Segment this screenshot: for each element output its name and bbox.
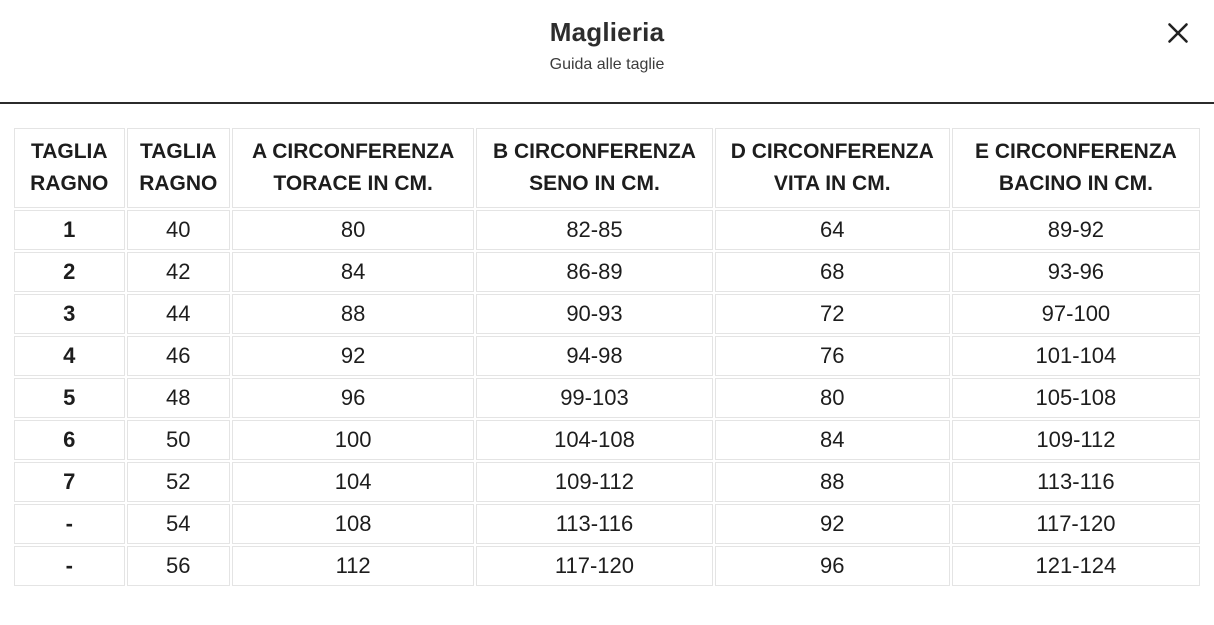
table-cell: 104 [232, 462, 475, 502]
table-row: 5 48 96 99-103 80 105-108 [14, 378, 1200, 418]
header-line: SENO IN CM. [529, 172, 660, 195]
table-cell: 112 [232, 546, 475, 586]
table-cell: 109-112 [476, 462, 713, 502]
modal-subtitle: Guida alle taglie [549, 56, 665, 73]
table-cell: 86-89 [476, 252, 713, 292]
header-line: TAGLIA [30, 140, 108, 163]
table-cell: 99-103 [476, 378, 713, 418]
table-cell: 100 [232, 420, 475, 460]
column-header-vita: D CIRCONFERENZA VITA IN CM. [714, 128, 950, 208]
close-icon [1168, 23, 1188, 43]
size-guide-modal: Maglieria Guida alle taglie TAGLIA [0, 0, 1214, 588]
table-row: 6 50 100 104-108 84 109-112 [14, 420, 1200, 460]
table-cell: 2 [14, 252, 125, 292]
table-row: -54 108 113-116 92 117-120 [14, 504, 1200, 544]
header-line: D CIRCONFERENZA [730, 140, 934, 163]
column-header-taglia-1: TAGLIA RAGNO [14, 128, 125, 208]
header-line: RAGNO [139, 172, 218, 195]
table-cell: 64 [714, 210, 950, 250]
header-line: RAGNO [30, 172, 109, 195]
column-header-taglia-2: TAGLIA RAGNO [126, 128, 231, 208]
table-cell: 46 [126, 336, 231, 376]
table-cell: 1 [14, 210, 125, 250]
column-header-bacino: E CIRCONFERENZA BACINO IN CM. [951, 128, 1200, 208]
table-cell: 4 [14, 336, 125, 376]
table-cell: 113-116 [476, 504, 713, 544]
table-row: 3 44 88 90-93 72 97-100 [14, 294, 1200, 334]
table-cell: 92 [232, 336, 475, 376]
table-cell: 80 [232, 210, 475, 250]
table-cell: 113-116 [951, 462, 1200, 502]
table-cell: 88 [714, 462, 950, 502]
table-cell: 6 [14, 420, 125, 460]
table-cell: 89-92 [951, 210, 1200, 250]
table-cell: 48 [126, 378, 231, 418]
table-cell: 56 [126, 546, 231, 586]
table-cell: 52 [126, 462, 231, 502]
table-cell: 93-96 [951, 252, 1200, 292]
table-cell: 90-93 [476, 294, 713, 334]
table-cell: 82-85 [476, 210, 713, 250]
table-cell: 96 [232, 378, 475, 418]
header-line: A CIRCONFERENZA [252, 140, 455, 163]
column-header-seno: B CIRCONFERENZA SENO IN CM. [476, 128, 713, 208]
table-cell: 88 [232, 294, 475, 334]
table-cell: 5 [14, 378, 125, 418]
table-row: 1 40 80 82-85 64 89-92 [14, 210, 1200, 250]
table-cell: 92 [714, 504, 950, 544]
table-cell: 96 [714, 546, 950, 586]
table-cell: 94-98 [476, 336, 713, 376]
table-cell: 105-108 [951, 378, 1200, 418]
table-cell: 72 [714, 294, 950, 334]
header-line: E CIRCONFERENZA [974, 140, 1177, 163]
table-cell: 101-104 [951, 336, 1200, 376]
table-cell: 121-124 [951, 546, 1200, 586]
header-line: BACINO IN CM. [998, 172, 1153, 195]
size-guide-table: TAGLIA RAGNO TAGLIA RAGNO A CIRCONFERENZ… [12, 126, 1202, 588]
table-cell: 109-112 [951, 420, 1200, 460]
close-button[interactable] [1162, 17, 1194, 49]
table-cell: 80 [714, 378, 950, 418]
table-row: 4 46 92 94-98 76 101-104 [14, 336, 1200, 376]
header-line: TORACE IN CM. [273, 172, 433, 195]
table-cell: 76 [714, 336, 950, 376]
table-cell: 3 [14, 294, 125, 334]
table-cell: 7 [14, 462, 125, 502]
header-line: VITA IN CM. [773, 172, 891, 195]
header-line: B CIRCONFERENZA [492, 140, 696, 163]
table-cell: 50 [126, 420, 231, 460]
table-cell: 84 [714, 420, 950, 460]
table-cell: 42 [126, 252, 231, 292]
table-cell: 68 [714, 252, 950, 292]
table-cell: 117-120 [951, 504, 1200, 544]
table-cell: 104-108 [476, 420, 713, 460]
modal-title: Maglieria [549, 17, 665, 47]
table-cell: 40 [126, 210, 231, 250]
table-cell: - [14, 546, 125, 586]
table-header-row: TAGLIA RAGNO TAGLIA RAGNO A CIRCONFERENZ… [14, 128, 1200, 208]
column-header-torace: A CIRCONFERENZA TORACE IN CM. [232, 128, 475, 208]
table-cell: 117-120 [476, 546, 713, 586]
table-row: 7 52 104 109-112 88 113-116 [14, 462, 1200, 502]
table-row: -56 112 117-120 96 121-124 [14, 546, 1200, 586]
modal-header: Maglieria Guida alle taglie [0, 0, 1214, 104]
table-cell: - [14, 504, 125, 544]
table-cell: 108 [232, 504, 475, 544]
table-cell: 54 [126, 504, 231, 544]
table-cell: 84 [232, 252, 475, 292]
table-row: 2 42 84 86-89 68 93-96 [14, 252, 1200, 292]
table-cell: 44 [126, 294, 231, 334]
size-table-container: TAGLIA RAGNO TAGLIA RAGNO A CIRCONFERENZ… [12, 126, 1202, 588]
header-line: TAGLIA [139, 140, 217, 163]
table-cell: 97-100 [951, 294, 1200, 334]
